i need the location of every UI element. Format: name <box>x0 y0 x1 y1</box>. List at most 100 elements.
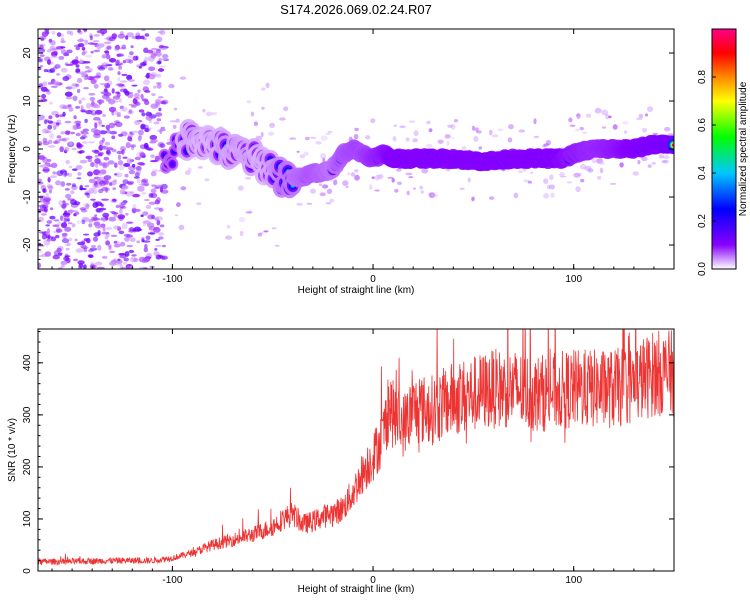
noise-speckle <box>65 63 74 66</box>
noise-speckle <box>599 167 604 174</box>
noise-speckle <box>157 60 162 65</box>
noise-speckle <box>104 141 111 146</box>
noise-speckle <box>98 188 104 194</box>
noise-speckle <box>154 207 161 210</box>
noise-speckle <box>128 109 133 114</box>
noise-speckle <box>178 224 185 231</box>
noise-speckle <box>319 192 326 197</box>
noise-speckle <box>99 162 106 166</box>
noise-speckle <box>123 257 129 262</box>
noise-speckle <box>169 120 177 123</box>
noise-speckle <box>127 136 132 142</box>
noise-speckle <box>42 128 49 134</box>
noise-speckle <box>85 110 93 115</box>
noise-speckle <box>158 232 165 236</box>
noise-speckle <box>38 155 46 161</box>
noise-speckle <box>106 129 111 134</box>
noise-speckle <box>126 158 133 165</box>
noise-speckle <box>64 146 70 152</box>
noise-speckle <box>39 196 44 203</box>
noise-speckle <box>121 223 128 230</box>
noise-speckle <box>144 127 150 133</box>
noise-speckle <box>491 134 499 138</box>
noise-speckle <box>101 54 107 59</box>
noise-speckle <box>320 153 326 160</box>
noise-speckle <box>93 49 101 53</box>
noise-speckle <box>111 148 117 153</box>
noise-speckle <box>87 158 93 162</box>
noise-speckle <box>149 134 158 141</box>
noise-speckle <box>132 203 137 210</box>
noise-speckle <box>108 67 114 71</box>
noise-speckle <box>97 151 104 156</box>
noise-speckle <box>41 234 48 240</box>
noise-speckle <box>45 193 49 198</box>
noise-speckle <box>72 124 77 130</box>
noise-speckle <box>111 211 116 214</box>
noise-speckle <box>38 97 44 103</box>
noise-speckle <box>41 93 47 99</box>
noise-speckle <box>65 243 70 247</box>
noise-speckle <box>118 252 126 256</box>
y-tick-label: 400 <box>22 354 33 371</box>
noise-speckle <box>117 214 126 220</box>
noise-speckle <box>42 141 50 146</box>
noise-speckle <box>38 178 43 183</box>
noise-speckle <box>102 114 106 117</box>
noise-speckle <box>56 32 62 37</box>
noise-speckle <box>47 124 53 130</box>
noise-speckle <box>119 264 123 269</box>
noise-speckle <box>113 225 121 230</box>
noise-speckle <box>72 168 78 171</box>
noise-speckle <box>85 155 93 160</box>
noise-speckle <box>42 81 48 87</box>
noise-speckle <box>38 140 43 147</box>
noise-speckle <box>56 170 64 177</box>
noise-speckle <box>132 193 141 198</box>
noise-speckle <box>123 88 128 94</box>
noise-speckle <box>59 138 67 141</box>
noise-speckle <box>64 120 72 124</box>
noise-speckle <box>84 185 90 188</box>
noise-speckle <box>399 125 406 129</box>
noise-speckle <box>637 160 641 165</box>
noise-speckle <box>133 257 139 263</box>
noise-speckle <box>117 154 122 161</box>
noise-speckle <box>419 185 424 190</box>
noise-speckle <box>134 156 141 161</box>
noise-speckle <box>68 141 73 146</box>
noise-speckle <box>261 106 265 110</box>
noise-speckle <box>66 242 71 247</box>
noise-speckle <box>93 34 100 37</box>
noise-speckle <box>142 240 151 243</box>
noise-speckle <box>59 215 64 222</box>
noise-speckle <box>115 204 120 209</box>
noise-speckle <box>114 173 118 176</box>
noise-speckle <box>150 103 158 109</box>
noise-speckle <box>584 165 592 171</box>
noise-speckle <box>421 168 429 174</box>
noise-speckle <box>56 73 61 76</box>
noise-speckle <box>60 40 66 44</box>
noise-speckle <box>624 130 628 134</box>
noise-speckle <box>146 127 152 131</box>
noise-speckle <box>100 145 106 148</box>
noise-speckle <box>68 237 73 242</box>
noise-speckle <box>38 204 41 207</box>
noise-speckle <box>128 59 134 64</box>
noise-speckle <box>112 198 117 202</box>
noise-speckle <box>65 193 72 199</box>
noise-speckle <box>97 46 101 50</box>
noise-speckle <box>408 176 414 179</box>
noise-speckle <box>48 189 52 194</box>
noise-speckle <box>84 192 90 196</box>
noise-speckle <box>127 181 134 186</box>
noise-speckle <box>580 178 585 183</box>
noise-speckle <box>109 261 117 266</box>
x-tick-label: 100 <box>565 274 582 285</box>
noise-speckle <box>71 147 77 151</box>
noise-speckle <box>142 257 151 263</box>
noise-speckle <box>94 43 98 48</box>
noise-speckle <box>158 65 166 68</box>
